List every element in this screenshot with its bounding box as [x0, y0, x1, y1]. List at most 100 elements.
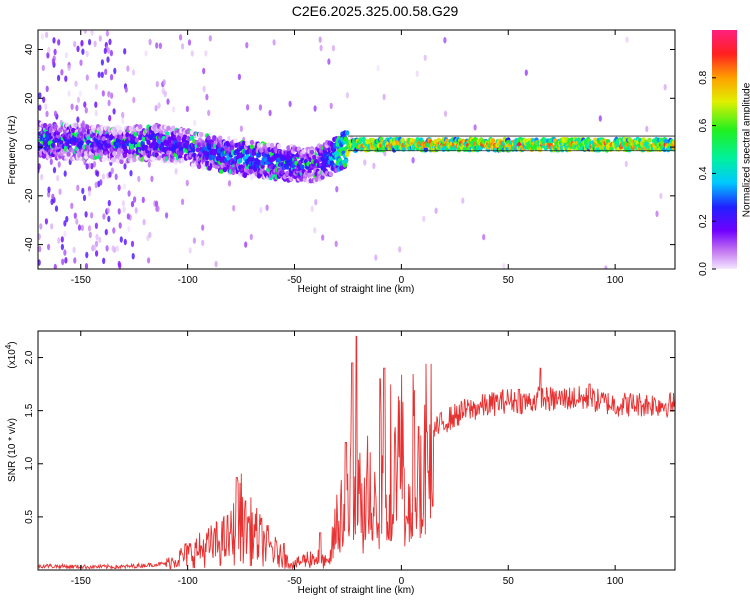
spectrogram-ridge-cell	[144, 144, 149, 150]
spectrogram-ridge-cell	[241, 140, 246, 146]
spectrogram-noise-cell	[57, 161, 61, 168]
spectrogram-noise-cell	[113, 67, 117, 75]
y-tick-label: 20	[24, 92, 35, 104]
spectrogram-noise-cell	[214, 260, 218, 268]
spectrogram-ridge-cell	[118, 126, 123, 132]
spectrogram-noise-cell	[363, 159, 367, 166]
spectrogram-ridge-cell	[226, 142, 231, 148]
figure-title: C2E6.2025.325.00.58.G29	[292, 3, 459, 19]
spectrogram-noise-cell	[83, 30, 87, 34]
spectrogram-ridge-cell	[276, 143, 282, 149]
spectrogram-ridge-cell	[266, 142, 271, 148]
spectrogram-noise-cell	[106, 56, 110, 63]
spectrogram-noise-cell	[95, 233, 99, 241]
spectrogram-noise-cell	[482, 233, 486, 241]
spectrogram-noise-cell	[102, 213, 106, 220]
spectrogram-noise-cell	[84, 107, 88, 114]
colorbar-ticks: 0.0 0.2 0.4 0.6 0.8	[698, 70, 716, 276]
spectrogram-noise-cell	[38, 245, 42, 253]
y-tick-label: 0.5	[24, 510, 35, 524]
spectrogram-noise-cell	[345, 92, 349, 99]
spectrogram-ridge-cell	[238, 158, 243, 164]
spectrogram-noise-cell	[57, 39, 61, 46]
spectrogram-noise-cell	[76, 45, 80, 52]
spectrogram-noise-cell	[122, 183, 127, 190]
x-tick-label: 50	[503, 275, 515, 286]
spectrogram-noise-cell	[334, 240, 338, 247]
spectrogram-noise-cell	[398, 246, 402, 253]
spectrogram-noise-cell	[249, 233, 253, 241]
spectrogram-noise-cell	[63, 230, 67, 238]
spectrogram-noise-cell	[624, 160, 628, 168]
spectrogram-noise-cell	[88, 231, 92, 239]
spectrogram-ridge-cell	[490, 138, 496, 144]
spectrogram-noise-cell	[321, 234, 325, 241]
snr-marks	[38, 335, 675, 570]
spectrogram-noise-cell	[104, 228, 108, 236]
spectrogram-noise-cell	[40, 173, 44, 181]
spectrogram-noise-cell	[110, 92, 114, 99]
spectrogram-ridge-cell	[328, 171, 333, 177]
spectrogram-ridge-cell	[219, 168, 224, 174]
spectrogram-noise-cell	[94, 109, 98, 117]
spectrogram-noise-cell	[268, 109, 272, 117]
spectrogram-noise-cell	[61, 258, 65, 265]
spectrogram-ridge-cell	[85, 124, 90, 130]
spectrogram-noise-cell	[101, 173, 105, 180]
spectrogram-noise-cell	[158, 42, 162, 49]
spectrogram-noise-cell	[58, 188, 62, 195]
spectrogram-noise-cell	[415, 70, 419, 77]
spectrogram-ridge-cell	[80, 122, 85, 128]
x-tick-label: 0	[399, 275, 405, 286]
spectrogram-ridge-cell	[66, 151, 71, 157]
snr-y-label: SNR (10 * v/v)	[7, 418, 18, 482]
spectrogram-noise-cell	[90, 212, 94, 219]
spectrogram-ridge-cell	[119, 158, 124, 165]
spectrogram-noise-cell	[131, 253, 135, 260]
snr-frame	[37, 330, 676, 571]
spectrogram-noise-cell	[181, 43, 185, 50]
spectrogram-noise-cell	[118, 222, 122, 229]
spectrogram-ridge-cell	[196, 163, 202, 170]
spectrogram-noise-cell	[110, 167, 114, 174]
spectrogram-noise-cell	[107, 99, 111, 107]
spectrogram-y-label: Frequency (Hz)	[7, 116, 18, 185]
spectrogram-noise-cell	[147, 257, 151, 264]
spectrogram-noise-cell	[67, 64, 71, 71]
spectrogram-noise-cell	[142, 218, 146, 226]
spectrogram-noise-cell	[100, 59, 104, 66]
spectrogram-noise-cell	[155, 200, 159, 207]
snr-y-multiplier: (x104)	[4, 341, 19, 368]
spectrogram-ridge-cell	[343, 136, 349, 142]
spectrogram-ridge-cell	[146, 139, 151, 145]
spectrogram-ridge-cell	[134, 137, 139, 143]
spectrogram-noise-cell	[87, 190, 92, 197]
spectrogram-noise-cell	[663, 84, 667, 91]
spectrogram-noise-cell	[60, 243, 64, 251]
spectrogram-ridge-cell	[343, 158, 349, 164]
spectrogram-noise-cell	[655, 210, 659, 217]
spectrogram-noise-cell	[411, 157, 415, 164]
x-tick-label: -150	[71, 275, 91, 286]
spectrogram-noise-cell	[112, 227, 116, 234]
spectrogram-ridge-cell	[302, 177, 308, 183]
spectrogram-ridge-cell	[105, 133, 110, 139]
spectrogram-ridge-cell	[365, 138, 370, 145]
spectrogram-noise-cell	[88, 38, 92, 46]
spectrogram-noise-cell	[64, 257, 68, 264]
spectrogram-noise-cell	[107, 199, 111, 207]
spectrogram-ridge-cell	[180, 157, 185, 163]
spectrogram-ridge-cell	[151, 156, 156, 162]
spectrogram-noise-cell	[310, 205, 314, 212]
spectrogram-x-ticks: -150 -100 -50 0 50 100	[71, 30, 624, 286]
spectrogram-noise-cell	[123, 163, 127, 170]
spectrogram-noise-cell	[102, 257, 106, 264]
spectrogram-noise-cell	[372, 162, 376, 169]
spectrogram-noise-cell	[524, 69, 528, 76]
spectrogram-ridge-cell	[124, 148, 129, 154]
spectrogram-noise-cell	[85, 251, 89, 259]
spectrogram-noise-cell	[72, 246, 76, 254]
spectrogram-noise-cell	[46, 52, 50, 59]
spectrogram-ridge-cell	[118, 129, 123, 135]
